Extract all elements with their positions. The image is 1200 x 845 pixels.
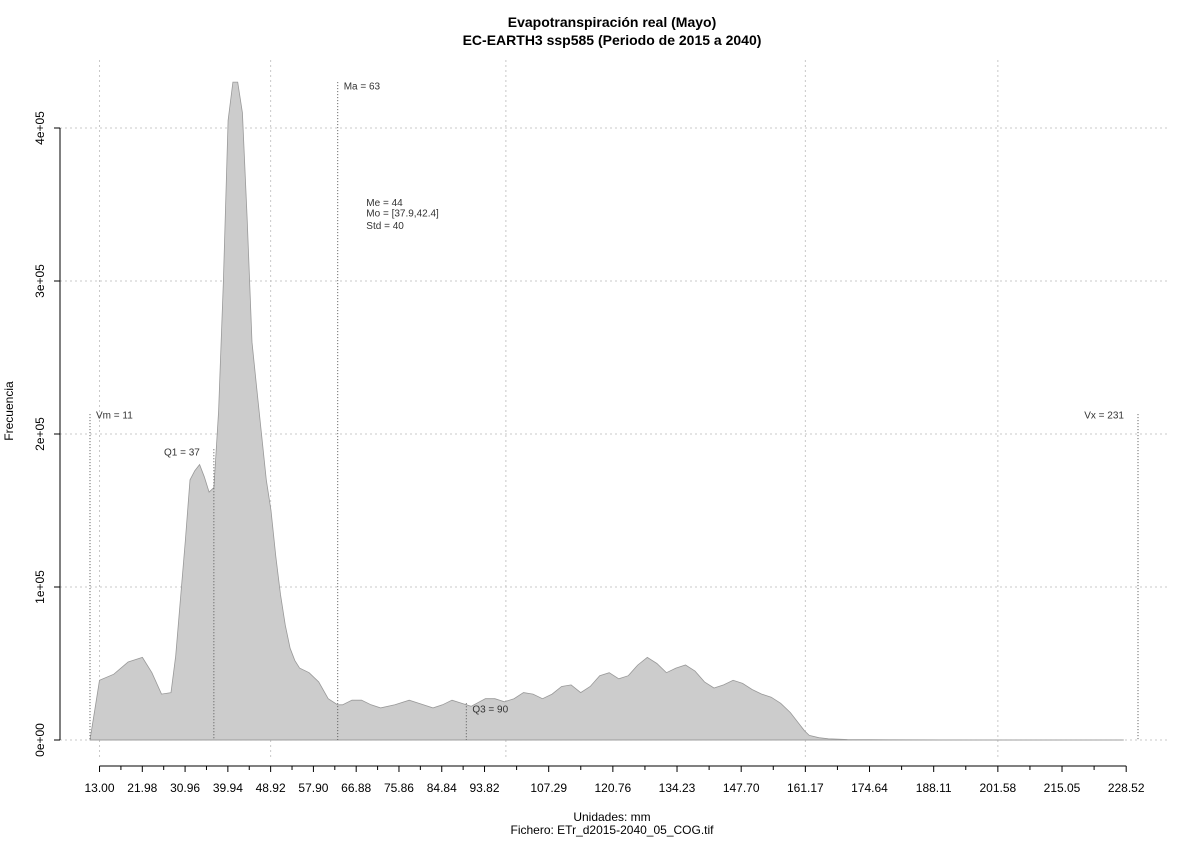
x-tick-label: 228.52 bbox=[1108, 781, 1145, 795]
annotations: Vm = 11 Q1 = 37 Ma = 63 Q3 = 90 Vx = 231 Me =… bbox=[89, 82, 1139, 740]
y-tick-label: 1e+05 bbox=[33, 570, 47, 604]
marker-label: Q3 = 90 bbox=[472, 704, 508, 715]
x-tick-label: 147.70 bbox=[723, 781, 760, 795]
x-tick-label: 120.76 bbox=[595, 781, 632, 795]
marker-label: Ma = 63 bbox=[344, 82, 381, 93]
x-tick-label: 30.96 bbox=[170, 781, 200, 795]
x-tick-label: 188.11 bbox=[916, 781, 952, 795]
x-tick-label: 13.00 bbox=[85, 781, 115, 795]
y-tick-label: 2e+05 bbox=[33, 417, 47, 451]
x-tick-label: 107.29 bbox=[530, 781, 567, 795]
stat-label: Std = 40 bbox=[366, 221, 404, 232]
x-tick-label: 84.84 bbox=[427, 781, 457, 795]
chart-subtitle: EC-EARTH3 ssp585 (Periodo de 2015 a 2040… bbox=[463, 32, 762, 48]
x-tick-label: 174.64 bbox=[851, 781, 888, 795]
stat-label: Me = 44 bbox=[366, 198, 403, 209]
x-tick-label: 161.17 bbox=[787, 781, 824, 795]
stat-label: Mo = [37.9,42.4] bbox=[366, 209, 439, 220]
marker-label: Vx = 231 bbox=[1084, 411, 1124, 422]
y-tick-label: 3e+05 bbox=[33, 264, 47, 298]
x-tick-label: 201.58 bbox=[980, 781, 1017, 795]
x-tick-label: 93.82 bbox=[470, 781, 500, 795]
y-axis-label: Frecuencia bbox=[2, 381, 16, 441]
x-tick-label: 21.98 bbox=[127, 781, 157, 795]
caption: Fichero: ETr_d2015-2040_05_COG.tif bbox=[511, 823, 715, 837]
marker-label: Vm = 11 bbox=[96, 411, 133, 422]
x-tick-label: 66.88 bbox=[341, 781, 371, 795]
x-axis: 13.00 21.98 30.96 39.94 48.92 57.90 66.88 75.86… bbox=[85, 765, 1145, 795]
x-axis-label: Unidades: mm bbox=[573, 810, 650, 824]
marker-label: Q1 = 37 bbox=[164, 447, 200, 458]
density-area bbox=[89, 81, 1124, 741]
chart-title: Evapotranspiración real (Mayo) bbox=[508, 14, 717, 30]
plot-area bbox=[89, 81, 1124, 741]
y-axis: 0e+00 1e+05 2e+05 3e+05 4e+05 bbox=[33, 111, 61, 757]
y-tick-label: 4e+05 bbox=[33, 111, 47, 145]
y-tick-label: 0e+00 bbox=[33, 723, 47, 757]
x-tick-label: 75.86 bbox=[384, 781, 414, 795]
x-tick-label: 134.23 bbox=[659, 781, 696, 795]
x-tick-label: 57.90 bbox=[298, 781, 328, 795]
x-tick-label: 39.94 bbox=[213, 781, 243, 795]
x-tick-label: 48.92 bbox=[256, 781, 286, 795]
x-tick-label: 215.05 bbox=[1044, 781, 1081, 795]
